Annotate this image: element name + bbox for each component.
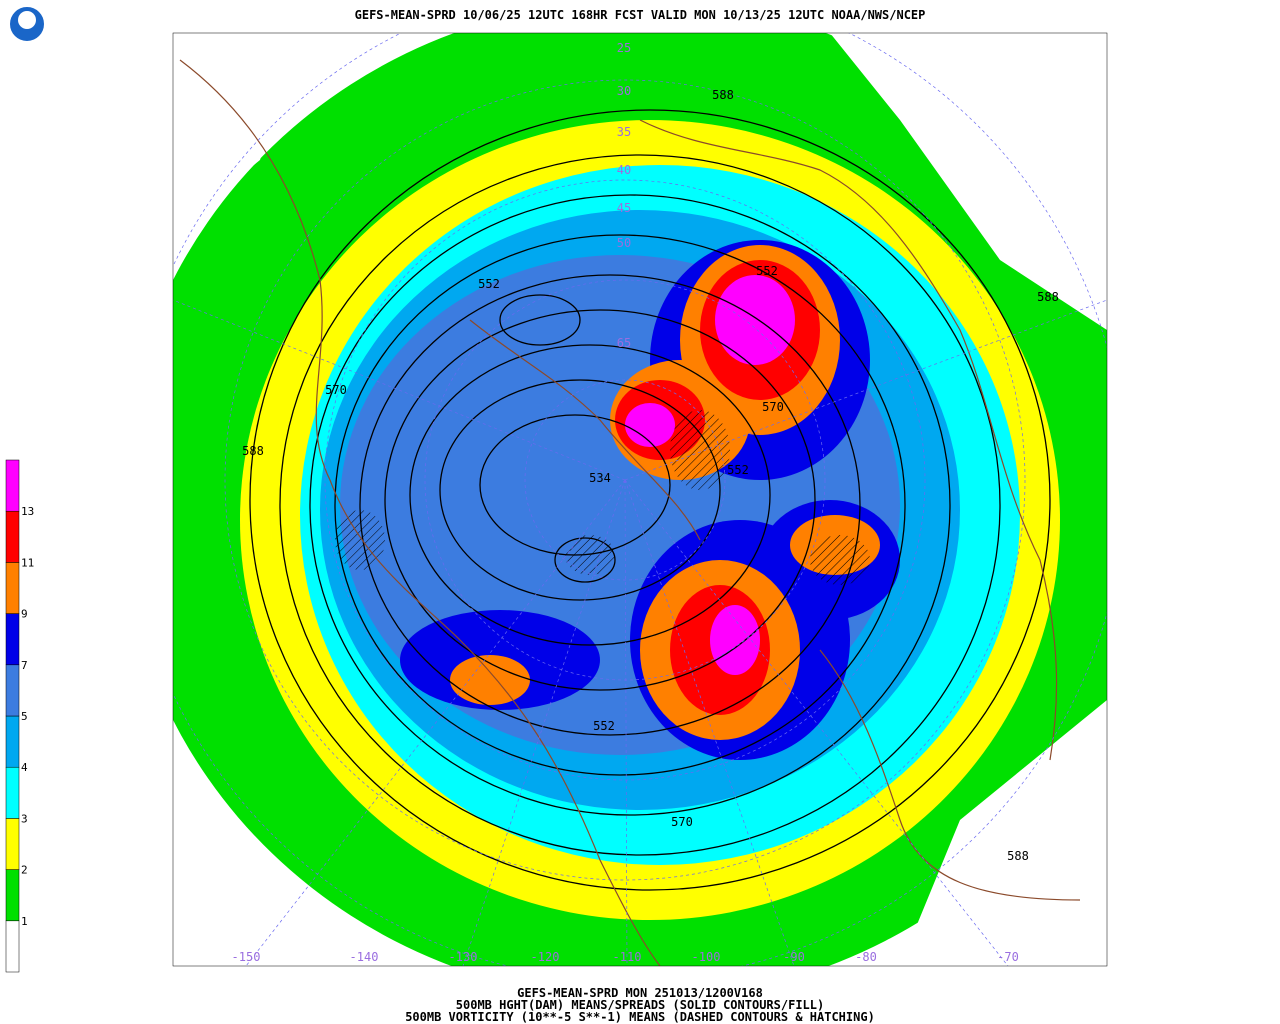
colorbar-swatch <box>5 715 20 768</box>
coastlines <box>179 59 1081 966</box>
contour-label: 534 <box>589 471 611 485</box>
latitude-label: 65 <box>617 336 631 350</box>
contour-label: 552 <box>478 277 500 291</box>
colorbar-swatch <box>5 869 20 922</box>
contour-label: 588 <box>242 444 264 458</box>
fill-white <box>173 33 1107 966</box>
colorbar-swatch <box>5 510 20 563</box>
colorbar-swatch <box>5 664 20 717</box>
latitude-label: 45 <box>617 201 631 215</box>
latitude-label: 25 <box>617 41 631 55</box>
colorbar-label: 3 <box>21 812 28 825</box>
longitude-label: -150 <box>232 950 261 964</box>
contour-label: 570 <box>671 815 693 829</box>
longitude-label: -140 <box>350 950 379 964</box>
noaa-logo-inner <box>18 11 36 29</box>
longitude-label: -120 <box>531 950 560 964</box>
hatching <box>335 510 385 570</box>
colorbar-label: 13 <box>21 505 34 518</box>
longitude-label: -80 <box>855 950 877 964</box>
title: GEFS-MEAN-SPRD 10/06/25 12UTC 168HR FCST… <box>355 8 926 22</box>
longitude-label: -70 <box>997 950 1019 964</box>
fill-magenta <box>710 605 760 675</box>
footer-line: 500MB VORTICITY (10**-5 S**-1) MEANS (DA… <box>405 1010 875 1024</box>
latitude-label: 30 <box>617 84 631 98</box>
contour-label: 588 <box>1007 849 1029 863</box>
contour-label: 552 <box>593 719 615 733</box>
longitude-label: -100 <box>692 950 721 964</box>
hatching <box>810 535 870 585</box>
colorbar-label: 1 <box>21 915 28 928</box>
fill-orange <box>450 655 530 705</box>
colorbar-label: 7 <box>21 659 28 672</box>
hatching <box>565 535 615 575</box>
contour-label: 552 <box>756 264 778 278</box>
colorbar-label: 9 <box>21 608 28 621</box>
colorbar-label: 4 <box>21 761 28 774</box>
colorbar-label: 2 <box>21 864 28 877</box>
colorbar-swatch <box>5 766 20 819</box>
footer-line: 500MB HGHT(DAM) MEANS/SPREADS (SOLID CON… <box>456 998 824 1012</box>
graticule <box>173 33 1107 966</box>
fill-magenta <box>625 403 675 447</box>
contour-label: 552 <box>727 463 749 477</box>
height-contours <box>249 109 1051 891</box>
colorbar-swatch <box>5 920 20 973</box>
colorbar-swatch <box>5 613 20 666</box>
contour-label: 588 <box>712 88 734 102</box>
map-frame <box>172 32 1108 967</box>
colorbar-label: 5 <box>21 710 28 723</box>
contour-label: 588 <box>1037 290 1059 304</box>
hatching <box>670 410 730 490</box>
map <box>173 33 1107 966</box>
latitude-label: 40 <box>617 163 631 177</box>
contour-label: 570 <box>762 400 784 414</box>
colorbar-label: 11 <box>21 556 34 569</box>
latitude-label: 50 <box>617 236 631 250</box>
longitude-label: -130 <box>449 950 478 964</box>
longitude-label: -110 <box>613 950 642 964</box>
colorbar-swatch <box>5 562 20 614</box>
colorbar-swatch <box>5 818 20 870</box>
contour-label: 570 <box>325 383 347 397</box>
footer-line: GEFS-MEAN-SPRD MON 251013/1200V168 <box>517 986 763 1000</box>
latitude-label: 35 <box>617 125 631 139</box>
colorbar-swatch <box>5 459 20 512</box>
longitude-label: -90 <box>783 950 805 964</box>
fill-magenta <box>715 275 795 365</box>
